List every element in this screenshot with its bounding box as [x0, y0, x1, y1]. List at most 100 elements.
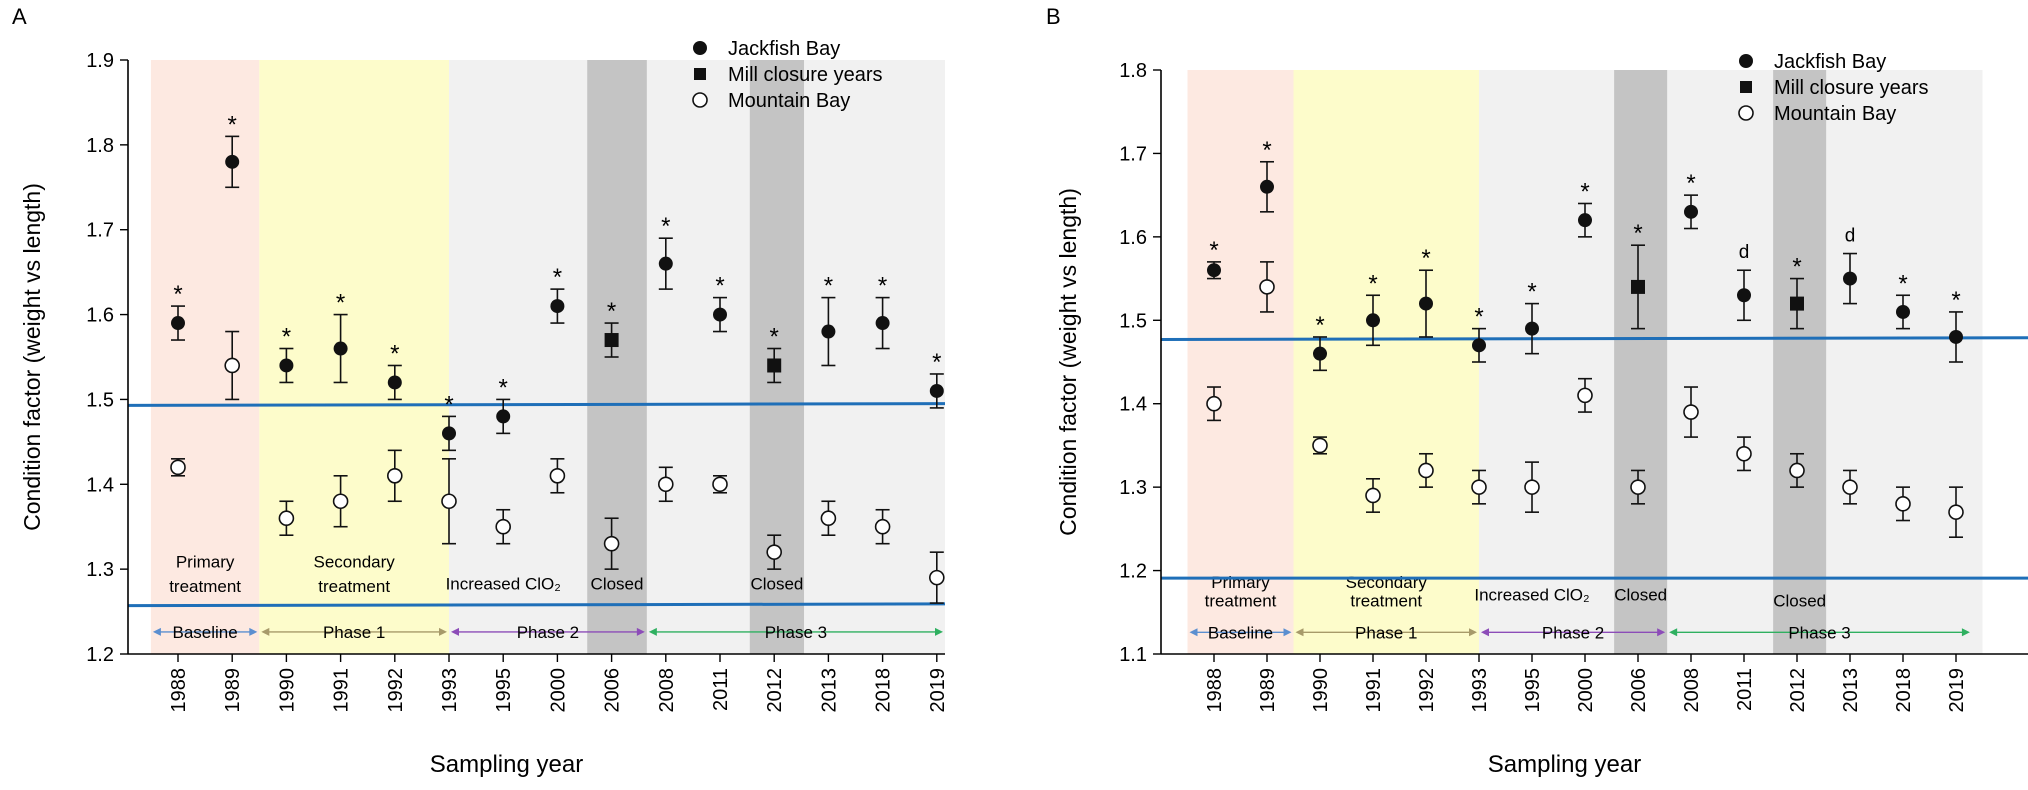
significance-star: * — [1633, 220, 1642, 247]
jackfish-bay-marker — [1578, 213, 1592, 228]
jackfish-bay-point: * — [1896, 270, 1910, 330]
phase-arrow-head-right — [1469, 628, 1477, 637]
jackfish-bay-point: * — [713, 273, 727, 333]
jackfish-bay-marker — [713, 307, 727, 322]
phase-label: Phase 3 — [765, 623, 827, 642]
panel-label: B — [1046, 4, 1061, 29]
mountain-bay-marker — [1418, 462, 1434, 479]
region-closed — [749, 60, 805, 654]
significance-star: * — [1315, 312, 1324, 339]
mountain-bay-point — [603, 517, 620, 570]
jackfish-bay-point: * — [1578, 178, 1592, 238]
x-tick-label: 2012 — [1787, 668, 1809, 713]
significance-star: * — [932, 349, 941, 376]
jackfish-bay-marker — [279, 358, 294, 373]
phase-label: Baseline — [1208, 623, 1273, 642]
region-primary — [1187, 70, 1294, 654]
mountain-bay-point — [657, 466, 674, 503]
significance-star: * — [228, 111, 237, 138]
mill-closure-marker — [1790, 296, 1804, 311]
jackfish-bay-point: * — [171, 281, 185, 341]
phase-label: Phase 3 — [1788, 623, 1850, 642]
region-closed — [1773, 70, 1827, 654]
region-closed — [1614, 70, 1668, 654]
phase-phase-1: Phase 1 — [261, 623, 447, 642]
significance-letter: d — [1739, 242, 1750, 263]
mountain-bay-point — [170, 458, 186, 477]
x-tick-label: 1991 — [1363, 668, 1385, 713]
y-tick-label: 1.8 — [86, 135, 114, 157]
x-tick-label: 1990 — [1310, 668, 1332, 713]
jackfish-bay-marker — [550, 299, 565, 314]
significance-star: * — [553, 264, 562, 291]
mountain-bay-marker — [332, 493, 349, 510]
y-tick-label: 1.2 — [86, 644, 114, 666]
region-label: Increased ClO₂ — [446, 575, 561, 594]
jackfish-bay-marker — [1260, 179, 1274, 194]
mountain-bay-marker — [1259, 279, 1275, 295]
jackfish-bay-marker — [387, 375, 402, 390]
x-tick-label: 1991 — [331, 668, 353, 713]
mountain-bay-point — [278, 500, 295, 537]
mountain-bay-point — [1630, 469, 1646, 505]
region-labels: Primary treatment Secondary treatment Increa… — [169, 552, 803, 596]
x-tick-label: 2013 — [1840, 668, 1862, 713]
x-tick-label: 2011 — [710, 668, 732, 711]
region-secondary — [1293, 70, 1479, 654]
legend: Jackfish Bay Mill closure years Mountain B… — [692, 38, 882, 112]
jackfish-bay-marker — [496, 409, 511, 424]
significance-star: * — [173, 281, 182, 308]
significance-star: * — [1262, 137, 1271, 164]
jackfish-bay-point: * — [1949, 287, 1963, 363]
mountain-bay-marker — [170, 459, 186, 476]
jackfish-bay-marker — [1737, 288, 1751, 303]
phase-arrow-head-left — [261, 627, 270, 636]
x-tick-label: 1993 — [439, 668, 461, 713]
phase-arrow-head-left — [451, 627, 459, 636]
y-tick-label: 1.6 — [86, 305, 114, 327]
legend-marker-mountain — [692, 92, 708, 108]
phase-arrow-head-left — [648, 627, 657, 636]
x-tick-label: 2013 — [818, 668, 840, 713]
jackfish-bay-marker — [1472, 338, 1486, 353]
significance-star: * — [444, 391, 453, 418]
x-tick-label: 1989 — [1257, 668, 1279, 713]
jackfish-bay-point: * — [279, 324, 294, 384]
y-tick-label: 1.4 — [1119, 394, 1147, 416]
jackfish-bay-point: * — [604, 298, 619, 358]
x-tick-label: 1992 — [385, 668, 407, 713]
x-tick-label: 2008 — [656, 668, 678, 713]
x-tick-label: 1992 — [1416, 668, 1438, 713]
y-tick-label: 1.2 — [1119, 561, 1147, 583]
x-tick-label: 2000 — [547, 668, 569, 713]
x-axis-title: Sampling year — [1488, 751, 1641, 778]
phase-baseline: Baseline — [152, 623, 258, 642]
significance-star: * — [1527, 279, 1536, 306]
mountain-bay-marker — [1206, 395, 1222, 412]
jackfish-bay-marker — [1313, 346, 1327, 361]
x-tick-label: 1993 — [1469, 668, 1491, 713]
mountain-bay-marker — [1842, 479, 1858, 495]
mountain-bay-marker — [441, 493, 457, 510]
region-primary — [150, 60, 260, 654]
jackfish-bay-point: * — [1313, 312, 1327, 372]
mountain-bay-marker — [1895, 496, 1911, 512]
x-tick-label: 2006 — [602, 668, 624, 713]
region-label: treatment — [169, 577, 241, 596]
mountain-bay-marker — [1683, 404, 1699, 420]
region-label: Increased ClO₂ — [1474, 586, 1589, 605]
phase-label: Phase 1 — [1355, 623, 1417, 642]
mountain-bay-marker — [1471, 479, 1487, 495]
phase-arrow-head-right — [249, 627, 258, 636]
mountain-bay-point — [766, 534, 783, 570]
x-tick-label: 2000 — [1575, 668, 1597, 713]
phase-arrow-head-left — [1189, 628, 1198, 637]
mountain-bay-point — [1206, 386, 1222, 422]
region-label: treatment — [1205, 591, 1277, 610]
jackfish-bay-point: * — [1207, 237, 1221, 280]
significance-star: * — [1898, 270, 1907, 297]
mountain-bay-point — [495, 508, 512, 545]
axes: 1.2 1.3 1.4 1.5 1.6 1.7 1.8 1.9 1988 1989 1990 1991… — [19, 50, 949, 778]
y-tick-label: 1.9 — [86, 50, 114, 72]
legend-marker-mountain — [1738, 105, 1754, 121]
